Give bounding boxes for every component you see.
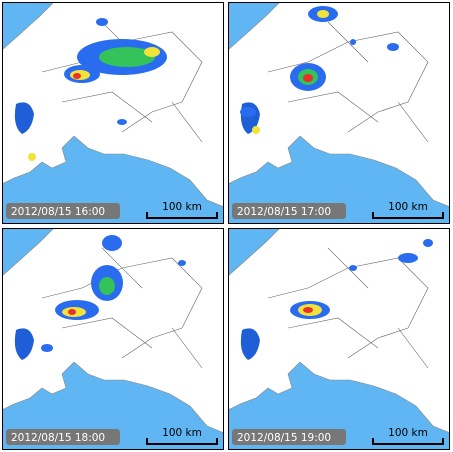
echo — [68, 309, 76, 315]
time-box — [232, 203, 346, 219]
frame — [2, 2, 224, 224]
scale-label: 100 km — [388, 201, 428, 213]
radar-echoes — [41, 235, 186, 352]
echo — [303, 307, 313, 313]
radar-echoes — [240, 6, 399, 134]
echo — [28, 153, 36, 161]
scale-label: 100 km — [162, 201, 202, 213]
echo — [252, 126, 260, 134]
echo — [96, 18, 108, 26]
echo — [240, 107, 256, 117]
echo — [303, 74, 313, 82]
timestamp: 2012/08/15 19:00 — [237, 432, 331, 444]
echo — [349, 265, 357, 271]
echo — [178, 260, 186, 266]
time-box — [6, 203, 120, 219]
panel: 2012/08/15 16:00 100 km — [2, 2, 224, 224]
timestamp: 2012/08/15 16:00 — [11, 206, 105, 218]
echo — [102, 235, 122, 251]
panel: 2012/08/15 17:00 100 km — [228, 2, 450, 224]
time-box — [232, 429, 346, 445]
echo — [423, 239, 433, 247]
time-box — [6, 429, 120, 445]
scale-bar — [372, 438, 444, 445]
echo — [99, 277, 115, 295]
radar-echoes — [28, 18, 167, 161]
echo — [387, 43, 399, 51]
echo — [398, 253, 418, 263]
scale-label: 100 km — [162, 427, 202, 439]
radar-echoes — [290, 239, 433, 319]
panel: 2012/08/15 18:00 100 km — [2, 228, 224, 450]
frame — [2, 228, 224, 450]
echo — [41, 344, 53, 352]
map-base — [2, 2, 224, 224]
scale-bar — [146, 212, 218, 219]
map-base — [2, 228, 224, 450]
panel: 2012/08/15 19:00 100 km — [228, 228, 450, 450]
echo — [117, 119, 127, 125]
frame — [228, 228, 450, 450]
echo — [144, 47, 160, 57]
echo — [317, 10, 329, 18]
frame — [228, 2, 450, 224]
scale-bar — [372, 212, 444, 219]
echo — [73, 73, 81, 79]
timestamp: 2012/08/15 17:00 — [237, 206, 331, 218]
map-base — [228, 228, 450, 450]
scale-label: 100 km — [388, 427, 428, 439]
echo — [350, 39, 356, 45]
echo — [99, 47, 155, 67]
scale-bar — [146, 438, 218, 445]
timestamp: 2012/08/15 18:00 — [11, 432, 105, 444]
map-base — [228, 2, 450, 224]
